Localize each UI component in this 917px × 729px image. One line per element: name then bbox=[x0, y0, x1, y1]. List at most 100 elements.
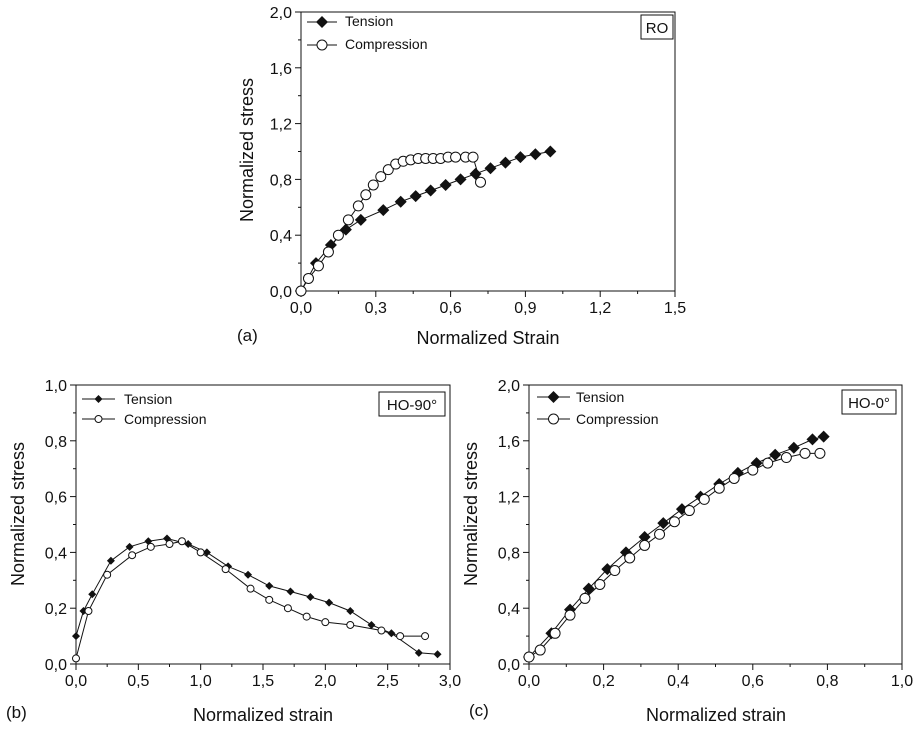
x-tick-label: 0,0 bbox=[65, 673, 87, 690]
x-tick-label: 1,0 bbox=[190, 673, 212, 690]
legend-label-compression: Compression bbox=[124, 411, 206, 427]
data-point-compression bbox=[352, 200, 364, 212]
y-tick-label: 1,6 bbox=[498, 434, 520, 451]
data-point-tension bbox=[514, 151, 527, 164]
y-tick-label: 0,6 bbox=[45, 490, 67, 507]
data-point-tension bbox=[325, 598, 334, 607]
data-point-tension bbox=[367, 620, 376, 629]
x-tick-label: 0,4 bbox=[667, 673, 689, 690]
data-point-tension bbox=[454, 173, 467, 186]
data-point-compression bbox=[84, 606, 93, 615]
data-point-compression bbox=[321, 618, 330, 627]
data-point-compression bbox=[332, 229, 344, 241]
x-tick-label: 1,0 bbox=[891, 673, 913, 690]
y-tick-label: 0,8 bbox=[270, 172, 292, 189]
data-point-compression bbox=[475, 176, 487, 188]
data-point-compression bbox=[780, 452, 792, 464]
legend-label-tension: Tension bbox=[345, 13, 393, 29]
data-point-compression bbox=[594, 578, 606, 590]
data-point-tension bbox=[769, 448, 782, 461]
legend-label-tension: Tension bbox=[124, 391, 172, 407]
data-point-compression bbox=[396, 632, 405, 641]
panel-label: (b) bbox=[6, 703, 27, 722]
data-point-compression bbox=[534, 644, 546, 656]
y-tick-label: 2,0 bbox=[270, 5, 292, 22]
data-point-compression bbox=[375, 171, 387, 183]
data-point-compression bbox=[639, 539, 651, 551]
y-tick-label: 0,4 bbox=[270, 228, 292, 245]
x-axis-label: Normalized strain bbox=[193, 705, 333, 725]
y-tick-label: 2,0 bbox=[498, 378, 520, 395]
data-point-compression bbox=[549, 627, 561, 639]
legend-marker-tension bbox=[547, 391, 560, 403]
data-point-compression bbox=[103, 570, 112, 579]
data-point-compression bbox=[683, 505, 695, 517]
data-point-compression bbox=[265, 595, 274, 604]
legend-label-compression: Compression bbox=[576, 411, 658, 427]
data-point-compression bbox=[698, 493, 710, 505]
data-point-tension bbox=[806, 433, 819, 446]
series-line-compression bbox=[528, 452, 820, 658]
legend: Tension Compression bbox=[82, 391, 206, 427]
data-point-compression bbox=[450, 151, 462, 163]
legend-label-compression: Compression bbox=[345, 36, 427, 52]
data-point-tension bbox=[377, 204, 390, 217]
data-point-tension bbox=[787, 441, 800, 454]
panel-label: (c) bbox=[469, 701, 489, 720]
data-point-tension bbox=[106, 556, 115, 565]
x-tick-label: 0,6 bbox=[742, 673, 764, 690]
legend-marker-tension bbox=[94, 395, 103, 403]
data-point-compression bbox=[295, 285, 307, 297]
data-point-compression bbox=[196, 548, 205, 557]
data-point-tension bbox=[346, 606, 355, 615]
panel-tag: RO bbox=[646, 20, 669, 37]
legend-label-tension: Tension bbox=[576, 389, 624, 405]
x-tick-label: 0,3 bbox=[365, 300, 387, 317]
x-tick-label: 0,0 bbox=[518, 673, 540, 690]
data-point-tension bbox=[424, 184, 437, 197]
legend-marker-compression bbox=[548, 413, 559, 425]
series-layer bbox=[72, 534, 442, 663]
x-tick-label: 0,6 bbox=[439, 300, 461, 317]
series-layer bbox=[523, 430, 830, 664]
y-tick-label: 0,2 bbox=[45, 601, 67, 618]
data-point-compression bbox=[713, 482, 725, 494]
series-line-tension bbox=[528, 436, 824, 658]
panel-tag: HO-90° bbox=[387, 397, 437, 414]
data-point-compression bbox=[177, 537, 186, 546]
y-tick-label: 0,0 bbox=[498, 657, 520, 674]
y-tick-label: 1,0 bbox=[45, 378, 67, 395]
legend-marker-tension bbox=[316, 16, 328, 28]
data-point-tension bbox=[265, 581, 274, 590]
y-axis-label: Normalized stress bbox=[461, 442, 481, 586]
x-tick-label: 0,2 bbox=[592, 673, 614, 690]
data-point-tension bbox=[544, 145, 557, 158]
data-point-tension bbox=[414, 648, 423, 657]
panel-tag-box bbox=[640, 14, 674, 40]
y-tick-label: 0,0 bbox=[270, 284, 292, 301]
y-axis-label: Normalized stress bbox=[237, 78, 257, 222]
y-tick-label: 1,2 bbox=[270, 117, 292, 134]
x-tick-label: 2,5 bbox=[377, 673, 399, 690]
series-line-compression bbox=[75, 540, 426, 659]
x-tick-label: 1,2 bbox=[589, 300, 611, 317]
legend-marker-compression bbox=[316, 39, 328, 51]
data-point-tension bbox=[817, 430, 830, 443]
axis-ticks: 0,0 0,3 0,6 0,9 1,2 1,5 0,0 0,4 0,8 1,2 1,6 2,0 bbox=[270, 5, 686, 317]
data-point-compression bbox=[346, 620, 355, 629]
data-point-compression bbox=[342, 214, 354, 226]
data-point-compression bbox=[165, 540, 174, 549]
legend: Tension Compression bbox=[537, 389, 658, 427]
x-tick-label: 1,5 bbox=[664, 300, 686, 317]
data-point-tension bbox=[202, 548, 211, 557]
y-tick-label: 0,4 bbox=[45, 545, 67, 562]
data-point-compression bbox=[72, 654, 80, 663]
data-point-tension bbox=[433, 650, 442, 659]
chart-panel-a: 0,0 0,3 0,6 0,9 1,2 1,5 0,0 0,4 0,8 1,2 1,6 2,0 Ten… bbox=[237, 5, 686, 348]
x-tick-label: 3,0 bbox=[439, 673, 461, 690]
data-point-compression bbox=[377, 626, 386, 635]
chart-panel-b: 0,0 0,5 1,0 1,5 2,0 2,5 3,00,00,20,40,60,81,0 … bbox=[6, 378, 461, 725]
data-point-compression bbox=[523, 651, 535, 663]
y-axis-label: Normalized stress bbox=[8, 442, 28, 586]
